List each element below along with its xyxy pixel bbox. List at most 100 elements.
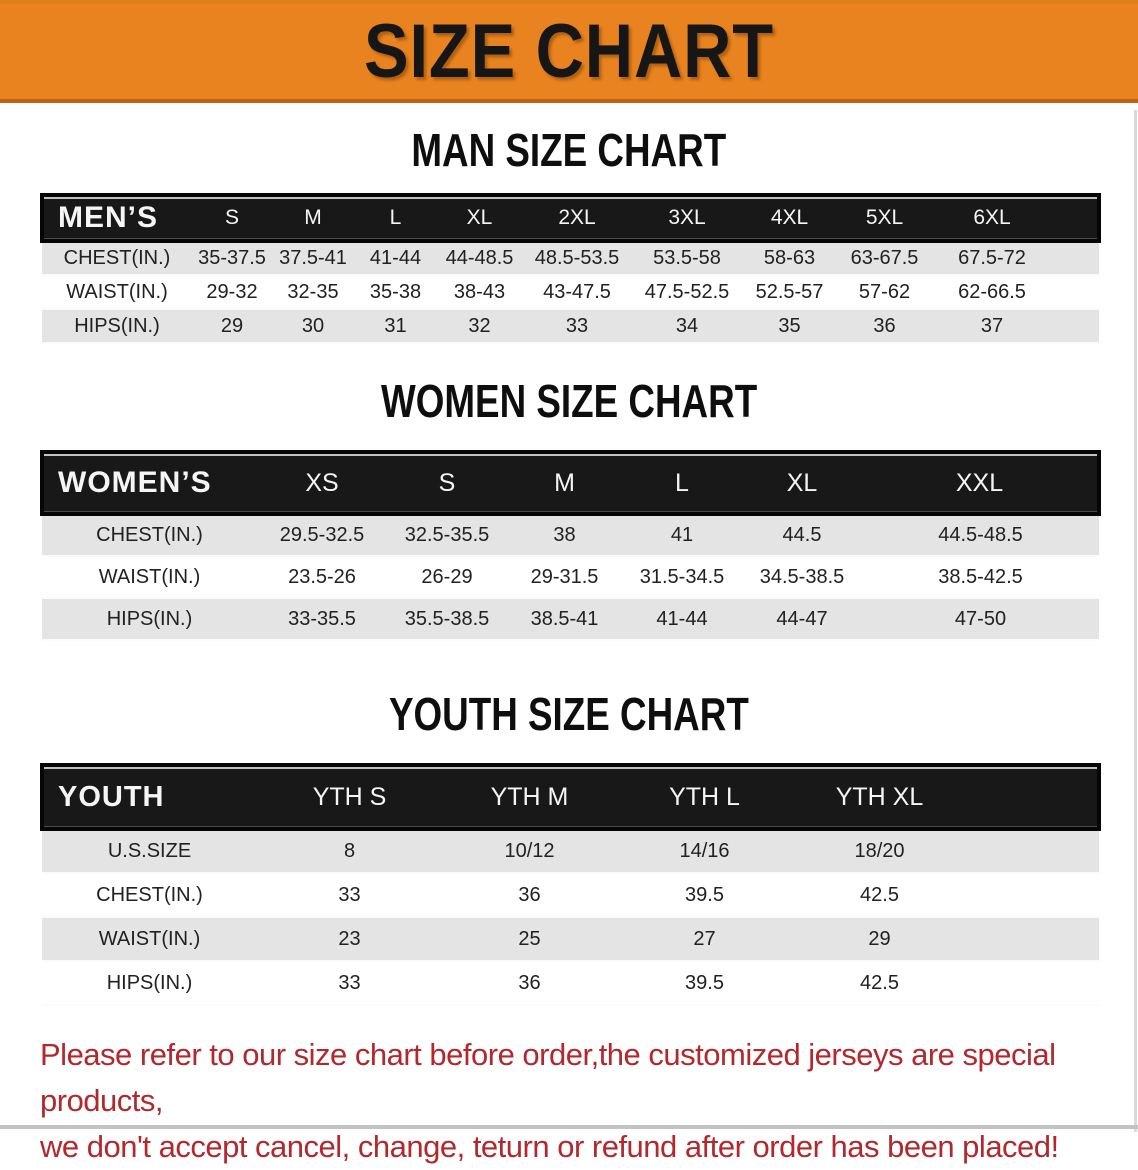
column-header: YTH M — [442, 763, 617, 831]
size-value-cell: 27 — [617, 917, 792, 962]
youth-section-title: YOUTH SIZE CHART — [389, 688, 749, 740]
size-value-cell: 44-48.5 — [437, 239, 522, 276]
notice-line-2: we don't accept cancel, change, teturn o… — [40, 1129, 1059, 1164]
size-value-cell: 41-44 — [354, 239, 437, 276]
size-value-cell: 44.5 — [742, 512, 862, 557]
table-row: WAIST(IN.) 29-32 32-35 35-38 38-43 43-47.5 47.… — [42, 275, 1099, 310]
row-spacer — [1052, 239, 1099, 276]
size-value-cell: 33 — [257, 873, 442, 918]
row-label: CHEST(IN.) — [42, 512, 257, 557]
column-header: 5XL — [837, 193, 932, 243]
size-value-cell: 34.5-38.5 — [742, 556, 862, 599]
header-spacer — [967, 763, 1101, 831]
size-value-cell: 43-47.5 — [522, 275, 632, 310]
column-header: 4XL — [742, 193, 837, 243]
size-value-cell: 36 — [442, 961, 617, 1006]
size-value-cell: 26-29 — [387, 556, 507, 599]
column-header: 3XL — [632, 193, 742, 243]
size-value-cell: 63-67.5 — [837, 239, 932, 276]
size-value-cell: 33 — [257, 961, 442, 1006]
size-value-cell: 57-62 — [837, 275, 932, 310]
row-spacer — [967, 827, 1099, 874]
column-header: L — [622, 450, 742, 516]
column-header: XL — [437, 193, 522, 243]
row-label: WAIST(IN.) — [42, 275, 192, 310]
table-header-label: YOUTH — [40, 763, 257, 831]
size-value-cell: 29-31.5 — [507, 556, 622, 599]
table-row: HIPS(IN.) 29 30 31 32 33 34 35 36 37 — [42, 309, 1099, 344]
size-value-cell: 33 — [522, 309, 632, 344]
right-border-line — [1134, 110, 1137, 1132]
table-row: CHEST(IN.) 29.5-32.5 32.5-35.5 38 41 44.5 44.5… — [42, 512, 1099, 557]
row-spacer — [1052, 309, 1099, 344]
row-label: HIPS(IN.) — [42, 309, 192, 344]
table-row: HIPS(IN.) 33-35.5 35.5-38.5 38.5-41 41-44 44-… — [42, 598, 1099, 641]
column-header: L — [354, 193, 437, 243]
column-header: YTH XL — [792, 763, 967, 831]
table-header-label: WOMEN’S — [40, 450, 257, 516]
youth-size-table: YOUTH YTH S YTH M YTH L YTH XL U.S.SIZE 8 10/12… — [40, 763, 1101, 1006]
women-size-table: WOMEN’S XS S M L XL XXL CHEST(IN.) 29.5-32.5 32.5… — [40, 450, 1101, 641]
size-value-cell: 38.5-42.5 — [862, 556, 1099, 599]
size-value-cell: 42.5 — [792, 961, 967, 1006]
size-value-cell: 30 — [272, 309, 354, 344]
size-value-cell: 39.5 — [617, 961, 792, 1006]
size-value-cell: 35 — [742, 309, 837, 344]
column-header: M — [272, 193, 354, 243]
notice-line-1: Please refer to our size chart before or… — [40, 1037, 1056, 1118]
size-value-cell: 35-38 — [354, 275, 437, 310]
size-value-cell: 35-37.5 — [192, 239, 272, 276]
table-header-label: MEN’S — [40, 193, 192, 243]
size-value-cell: 36 — [837, 309, 932, 344]
size-value-cell: 52.5-57 — [742, 275, 837, 310]
size-value-cell: 47.5-52.5 — [632, 275, 742, 310]
size-value-cell: 35.5-38.5 — [387, 598, 507, 641]
table-row: U.S.SIZE 8 10/12 14/16 18/20 — [42, 827, 1099, 874]
table-row: CHEST(IN.) 33 36 39.5 42.5 — [42, 873, 1099, 918]
size-value-cell: 29 — [792, 917, 967, 962]
column-header: M — [507, 450, 622, 516]
table-row: CHEST(IN.) 35-37.5 37.5-41 41-44 44-48.5 48.5… — [42, 239, 1099, 276]
size-value-cell: 10/12 — [442, 827, 617, 874]
table-row: WAIST(IN.) 23 25 27 29 — [42, 917, 1099, 962]
size-value-cell: 34 — [632, 309, 742, 344]
size-value-cell: 38 — [507, 512, 622, 557]
row-label: HIPS(IN.) — [42, 598, 257, 641]
column-header: XXL — [862, 450, 1101, 516]
size-value-cell: 38.5-41 — [507, 598, 622, 641]
size-value-cell: 44-47 — [742, 598, 862, 641]
header-row: MEN’S S M L XL 2XL 3XL 4XL 5XL 6XL — [40, 193, 1101, 243]
size-value-cell: 23.5-26 — [257, 556, 387, 599]
size-value-cell: 31 — [354, 309, 437, 344]
size-value-cell: 23 — [257, 917, 442, 962]
women-section-title: WOMEN SIZE CHART — [380, 375, 758, 427]
column-header: XL — [742, 450, 862, 516]
size-value-cell: 53.5-58 — [632, 239, 742, 276]
bottom-border-line — [0, 1125, 1138, 1129]
men-size-table: MEN’S S M L XL 2XL 3XL 4XL 5XL 6XL CHEST(IN.) 35-37… — [40, 193, 1101, 344]
column-header: YTH S — [257, 763, 442, 831]
size-value-cell: 32-35 — [272, 275, 354, 310]
size-value-cell: 29 — [192, 309, 272, 344]
column-header: S — [192, 193, 272, 243]
row-label: CHEST(IN.) — [42, 239, 192, 276]
column-header: 6XL — [932, 193, 1052, 243]
size-value-cell: 29.5-32.5 — [257, 512, 387, 557]
size-value-cell: 41 — [622, 512, 742, 557]
size-value-cell: 37 — [932, 309, 1052, 344]
row-spacer — [1052, 275, 1099, 310]
row-spacer — [967, 961, 1099, 1006]
footer-notice: Please refer to our size chart before or… — [40, 1032, 1138, 1170]
column-header: YTH L — [617, 763, 792, 831]
size-value-cell: 25 — [442, 917, 617, 962]
row-spacer — [967, 917, 1099, 962]
row-label: U.S.SIZE — [42, 827, 257, 874]
row-label: CHEST(IN.) — [42, 873, 257, 918]
table-row: WAIST(IN.) 23.5-26 26-29 29-31.5 31.5-34.5 34… — [42, 556, 1099, 599]
size-value-cell: 37.5-41 — [272, 239, 354, 276]
size-value-cell: 47-50 — [862, 598, 1099, 641]
table-row: HIPS(IN.) 33 36 39.5 42.5 — [42, 961, 1099, 1006]
row-label: HIPS(IN.) — [42, 961, 257, 1006]
row-label: WAIST(IN.) — [42, 556, 257, 599]
